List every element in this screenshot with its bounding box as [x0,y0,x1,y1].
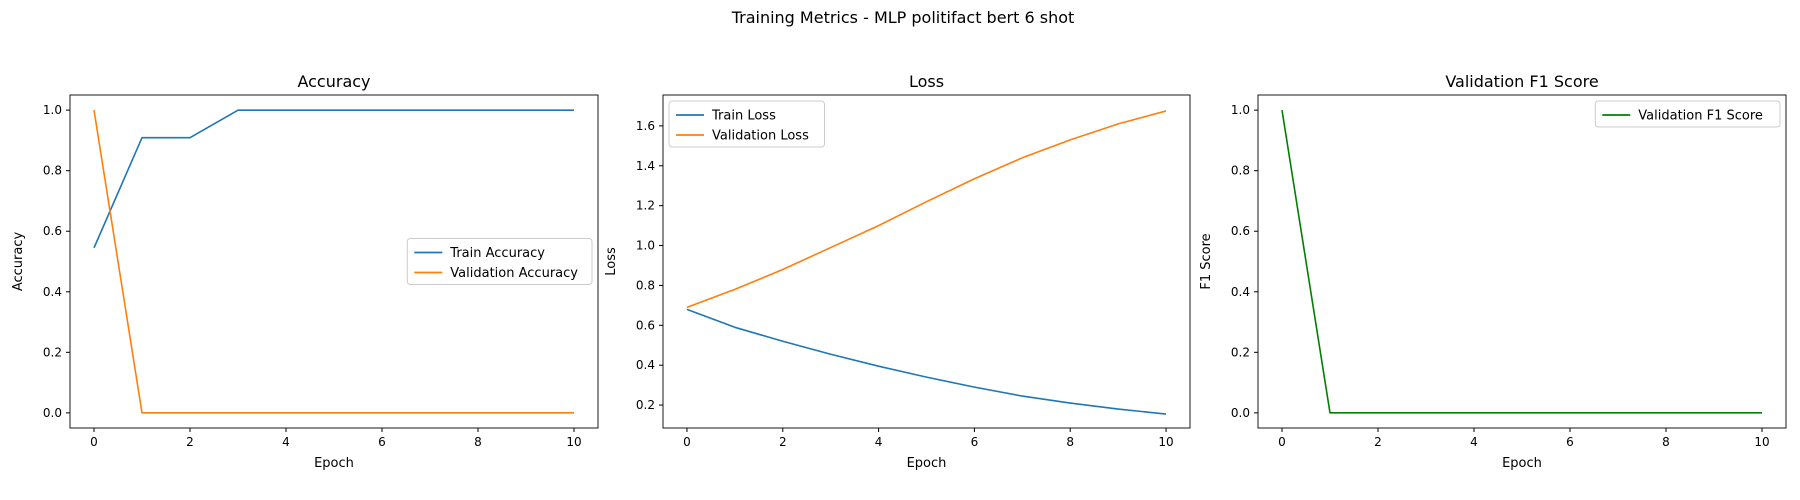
legend-label: Train Accuracy [449,246,545,261]
x-tick-label: 4 [875,435,883,449]
legend-label: Validation Accuracy [450,266,578,281]
legend-label: Validation Loss [712,129,809,144]
series-line-validation-loss [686,110,1167,309]
y-tick-label: 1.0 [43,103,62,117]
x-tick-label: 8 [1662,435,1670,449]
x-axis-label: Epoch [907,456,947,471]
y-tick-label: 1.0 [1231,103,1250,117]
y-tick-label: 0.4 [1231,285,1250,299]
y-axis-label: F1 Score [1199,233,1214,289]
series-line-train-accuracy [93,109,574,249]
y-tick-label: 1.4 [636,159,655,173]
x-tick-label: 10 [1158,435,1173,449]
y-tick-label: 1.0 [636,239,655,253]
y-tick-label: 0.6 [1231,224,1250,238]
y-tick-label: 0.8 [636,278,655,292]
x-tick-label: 6 [1566,435,1574,449]
series-line-validation-accuracy [93,110,574,414]
chart-title: Loss [909,72,944,91]
y-tick-label: 0.4 [43,285,62,299]
x-tick-label: 2 [186,435,194,449]
x-tick-label: 0 [1278,435,1286,449]
y-tick-label: 1.6 [636,119,655,133]
x-tick-label: 8 [1066,435,1074,449]
x-tick-label: 8 [474,435,482,449]
chart-panels: Accuracy 0 2 4 6 8 10 0.0 0.2 0.4 0.6 0.8 1.0 Epoch Ac… [11,72,1787,471]
x-tick-label: 6 [971,435,979,449]
y-tick-label: 0.8 [43,164,62,178]
legend: Train Accuracy Validation Accuracy [406,238,593,285]
y-tick-label: 1.2 [636,199,655,213]
x-tick-label: 10 [566,435,581,449]
chart-title: Validation F1 Score [1445,72,1598,91]
y-tick-label: 0.6 [636,318,655,332]
chart-panel-loss: Loss 0 2 4 6 8 10 0.2 0.4 0.6 0.8 1.0 1.2 1.4 1.6 Epoch… [604,72,1191,471]
x-tick-label: 2 [1374,435,1382,449]
x-tick-label: 0 [90,435,98,449]
x-axis-label: Epoch [1502,456,1542,471]
x-axis-label: Epoch [314,456,354,471]
y-tick-label: 0.2 [43,345,62,359]
legend-box [1594,100,1781,128]
legend-box [668,100,825,148]
y-tick-label: 0.2 [636,398,655,412]
y-axis-label: Accuracy [11,232,26,292]
legend: Train Loss Validation Loss [668,100,825,148]
x-tick-label: 4 [282,435,290,449]
y-tick-label: 0.8 [1231,164,1250,178]
axes-frame [69,94,599,429]
series-line-validation-f1-score [1281,110,1762,414]
series-line-train-loss [686,308,1167,415]
y-tick-label: 0.2 [1231,345,1250,359]
x-tick-label: 10 [1754,435,1769,449]
x-tick-label: 6 [378,435,386,449]
y-tick-label: 0.6 [43,224,62,238]
x-tick-label: 0 [683,435,691,449]
y-tick-label: 0.4 [636,358,655,372]
axes-frame [662,94,1191,429]
y-axis-label: Loss [604,247,619,276]
chart-panel-validation-f1-score: Validation F1 Score 0 2 4 6 8 10 0.0 0.2 0.4 0.6 0.… [1199,72,1787,471]
y-tick-label: 0.0 [43,406,62,420]
legend: Validation F1 Score [1594,100,1781,128]
legend-label: Train Loss [711,109,776,124]
y-tick-label: 0.0 [1231,406,1250,420]
x-tick-label: 4 [1470,435,1478,449]
x-tick-label: 2 [779,435,787,449]
chart-panel-accuracy: Accuracy 0 2 4 6 8 10 0.0 0.2 0.4 0.6 0.8 1.0 Epoch Ac… [11,72,599,471]
chart-title: Accuracy [297,72,370,91]
legend-label: Validation F1 Score [1638,109,1763,124]
axes-frame [1257,94,1787,429]
legend-box [406,238,593,285]
figure-suptitle: Training Metrics - MLP politifact bert 6… [731,8,1075,27]
